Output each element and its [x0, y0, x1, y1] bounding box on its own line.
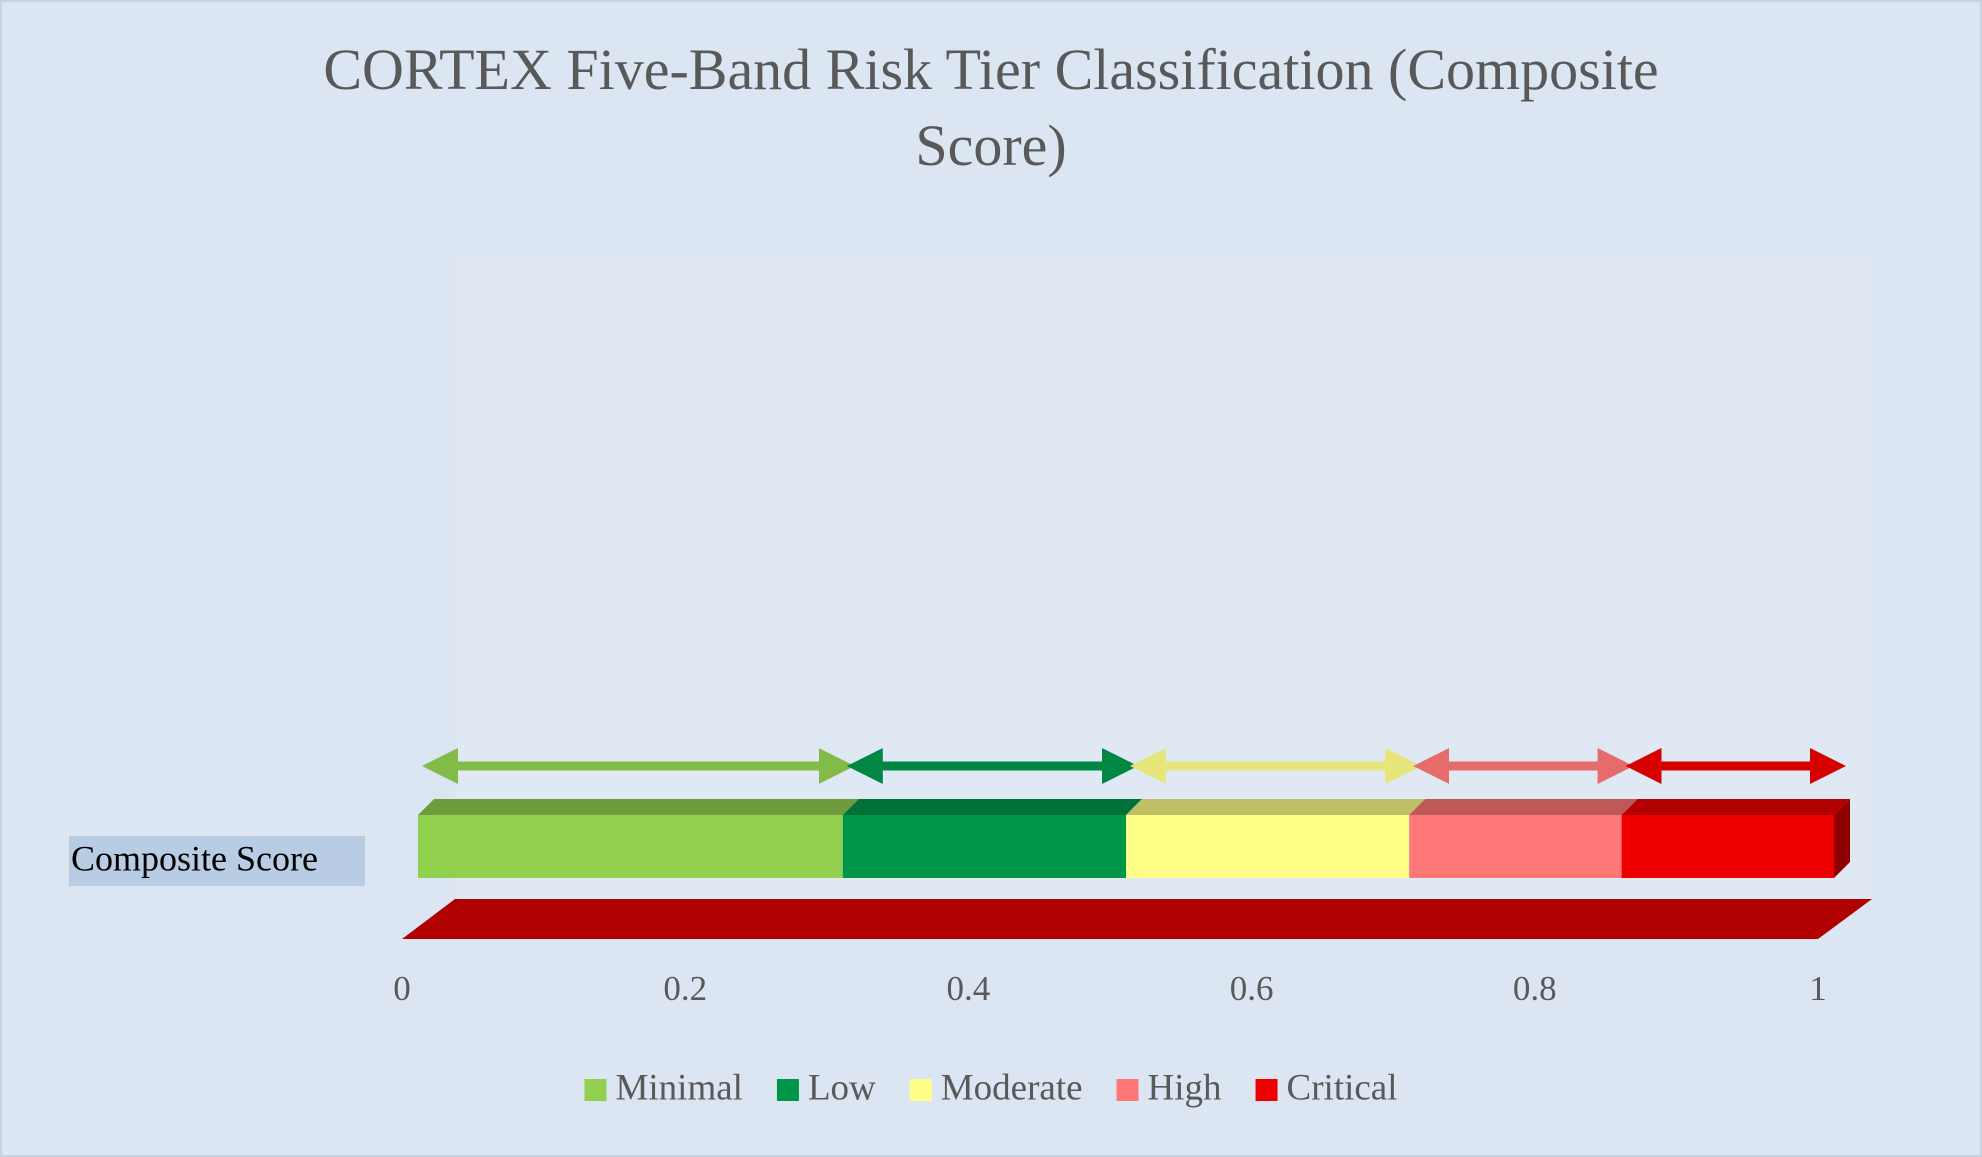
bar-top: [418, 799, 859, 815]
legend-item: Minimal: [584, 1067, 743, 1108]
plot-area: [455, 255, 1872, 899]
bar-top: [842, 799, 1142, 815]
legend-item: High: [1116, 1067, 1223, 1108]
bar-top: [1621, 799, 1850, 815]
legend-swatch: [909, 1079, 932, 1101]
legend: Minimal Low Moderate High Critical: [584, 1067, 1398, 1108]
legend-swatch: [776, 1079, 799, 1101]
legend-item: Critical: [1255, 1067, 1398, 1108]
bar-top: [1126, 799, 1426, 815]
x-tick-label: 0: [393, 969, 411, 1008]
x-tick-label: 0.6: [1230, 969, 1274, 1008]
legend-swatch: [1116, 1079, 1139, 1101]
bar: [1126, 815, 1410, 878]
x-tick-label: 0.8: [1513, 969, 1557, 1008]
bar-side: [1834, 799, 1850, 878]
plot: 0 0.2 0.4 0.6 0.8 1 Composite Score: [69, 748, 1850, 1008]
bar: [842, 815, 1126, 878]
legend-label: Moderate: [941, 1067, 1083, 1108]
bar: [418, 815, 843, 878]
bar-top: [1409, 799, 1638, 815]
legend-item: Low: [776, 1067, 876, 1108]
x-tick-label: 0.2: [663, 969, 707, 1008]
legend-swatch: [584, 1079, 607, 1101]
legend-label: High: [1148, 1067, 1223, 1108]
legend-label: Minimal: [615, 1067, 742, 1108]
category-highlight: [69, 836, 365, 886]
chart-title: CORTEX Five-Band Risk Tier Classificatio…: [323, 37, 1658, 178]
x-tick-label: 1: [1809, 969, 1827, 1008]
x-tick-label: 0.4: [947, 969, 991, 1008]
bar: [1621, 815, 1834, 878]
y-tick-label: Composite Score: [71, 838, 318, 878]
legend-label: Critical: [1287, 1067, 1398, 1108]
floor: [402, 899, 1872, 939]
bar: [1409, 815, 1622, 878]
legend-swatch: [1255, 1079, 1278, 1101]
legend-label: Low: [808, 1067, 876, 1108]
legend-item: Moderate: [909, 1067, 1083, 1108]
